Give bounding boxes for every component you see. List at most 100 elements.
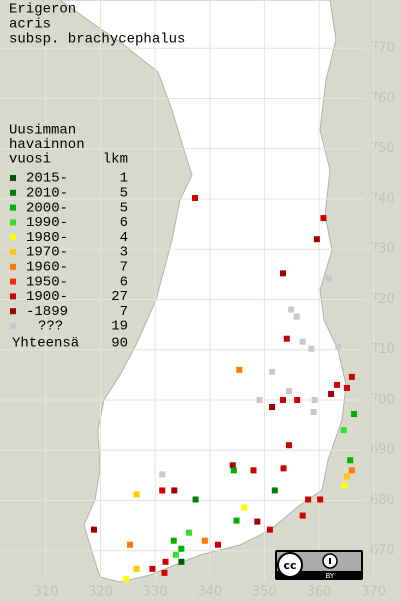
legend-swatch xyxy=(10,189,16,196)
legend-swatch xyxy=(10,219,16,226)
legend-swatch xyxy=(10,234,16,241)
legend-label: 2010- xyxy=(26,186,68,202)
observation xyxy=(299,338,306,345)
observation xyxy=(343,473,350,480)
x-tick-label: 360 xyxy=(307,585,332,600)
y-tick-label: 750 xyxy=(370,141,395,156)
legend-swatch xyxy=(10,308,16,315)
legend-count: 1 xyxy=(120,171,128,187)
observation xyxy=(162,558,169,565)
y-tick-label: 670 xyxy=(370,543,395,558)
observation xyxy=(186,529,193,536)
legend-swatch xyxy=(10,204,16,211)
observation xyxy=(311,396,318,403)
observation xyxy=(348,467,355,474)
legend-swatch xyxy=(10,263,16,270)
observation xyxy=(271,487,278,494)
svg-text:cc: cc xyxy=(283,559,296,572)
observation xyxy=(214,541,221,548)
observation xyxy=(250,467,257,474)
observation xyxy=(325,275,332,282)
legend-label: 1980- xyxy=(26,230,68,246)
observation xyxy=(159,471,166,478)
x-tick-label: 310 xyxy=(33,585,58,600)
legend-label: 1970- xyxy=(26,245,68,261)
observation xyxy=(161,569,168,576)
observation xyxy=(178,558,185,565)
legend-label: 1900- xyxy=(26,289,68,305)
y-tick-label: 710 xyxy=(370,342,395,357)
observation xyxy=(171,487,178,494)
observation xyxy=(192,496,199,503)
observation xyxy=(279,270,286,277)
observation xyxy=(308,345,315,352)
observation xyxy=(269,368,276,375)
observation xyxy=(159,487,166,494)
legend-header: vuosi xyxy=(9,152,51,168)
observation xyxy=(133,565,140,572)
observation xyxy=(192,194,199,201)
legend-swatch xyxy=(10,175,16,181)
legend-label: ??? xyxy=(38,319,63,335)
legend-count: 7 xyxy=(120,304,128,320)
title-line: acris xyxy=(9,17,51,33)
observation xyxy=(317,496,324,503)
legend-label: 1990- xyxy=(26,215,68,231)
license-text: BY xyxy=(326,572,335,580)
observation xyxy=(293,313,300,320)
y-tick-label: 730 xyxy=(370,242,395,257)
observation xyxy=(283,335,290,342)
legend-header: Uusimman xyxy=(9,123,76,139)
legend-count: 5 xyxy=(120,186,128,202)
legend-count: 3 xyxy=(120,245,128,261)
title-line: Erigeron xyxy=(9,2,76,18)
y-tick-label: 760 xyxy=(370,91,395,106)
legend-count: 4 xyxy=(120,230,128,246)
y-tick-label: 690 xyxy=(370,443,395,458)
x-tick-label: 330 xyxy=(143,585,168,600)
legend-label: -1899 xyxy=(26,304,68,320)
observation xyxy=(266,526,273,533)
observation xyxy=(341,482,348,489)
observation xyxy=(123,575,130,582)
observation xyxy=(294,396,301,403)
observation xyxy=(335,343,342,350)
x-tick-label: 320 xyxy=(88,585,113,600)
observation xyxy=(229,462,236,469)
observation xyxy=(201,537,208,544)
observation xyxy=(328,390,335,397)
total-label: Yhteensä xyxy=(12,336,79,352)
total-count: 90 xyxy=(111,336,128,352)
observation xyxy=(172,551,179,558)
observation xyxy=(254,518,261,525)
legend-header: havainnon xyxy=(9,137,85,153)
observation xyxy=(348,373,355,380)
y-tick-label: 720 xyxy=(370,292,395,307)
observation xyxy=(286,387,293,394)
license-badge: cc BY xyxy=(275,550,363,580)
y-tick-label: 770 xyxy=(370,41,395,56)
observation xyxy=(340,427,347,434)
observation xyxy=(310,409,317,416)
legend-count: 5 xyxy=(120,200,128,216)
observation xyxy=(286,442,293,449)
x-tick-label: 370 xyxy=(361,585,386,600)
observation xyxy=(288,306,295,313)
observation xyxy=(347,457,354,464)
observation xyxy=(351,411,358,418)
observation xyxy=(343,384,350,391)
legend-swatch xyxy=(10,278,16,285)
observation xyxy=(90,526,97,533)
legend-swatch xyxy=(10,293,16,300)
observation xyxy=(320,215,327,222)
x-tick-label: 340 xyxy=(197,585,222,600)
y-tick-label: 740 xyxy=(370,191,395,206)
legend-count: 19 xyxy=(111,319,128,335)
observation xyxy=(269,404,276,411)
legend-count: 27 xyxy=(111,289,128,305)
legend-count: 6 xyxy=(120,274,128,290)
observation xyxy=(230,467,237,474)
land xyxy=(59,0,347,583)
observation xyxy=(256,396,263,403)
